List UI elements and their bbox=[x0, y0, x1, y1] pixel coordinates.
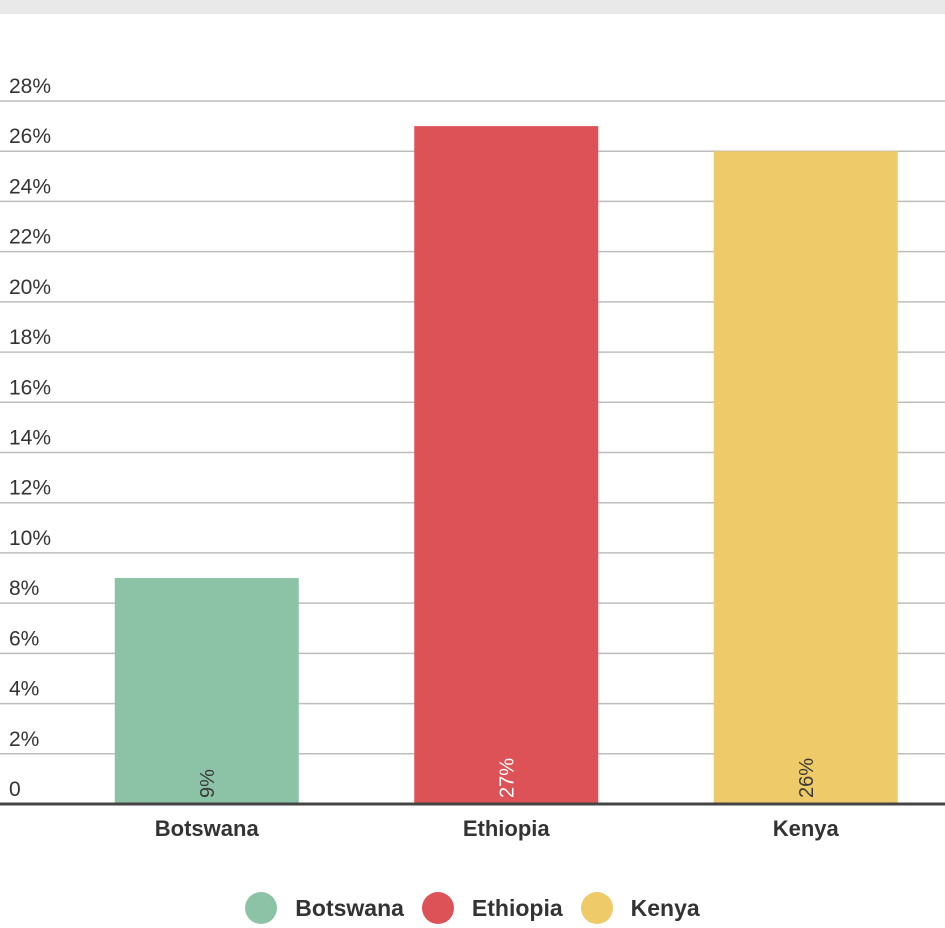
x-tick-label: Ethiopia bbox=[463, 816, 551, 841]
y-tick-label: 20% bbox=[9, 276, 51, 299]
y-tick-label: 8% bbox=[9, 577, 39, 600]
bar-kenya bbox=[713, 151, 898, 804]
bars: 9% 27% 26% bbox=[114, 126, 898, 805]
bar-ethiopia bbox=[414, 126, 599, 805]
legend-label: Ethiopia bbox=[471, 894, 563, 921]
y-tick-label: 4% bbox=[9, 678, 39, 701]
y-tick-label: 6% bbox=[9, 627, 39, 650]
legend-item-botswana: Botswana bbox=[245, 892, 404, 924]
bar-chart: 02%4%6%8%10%12%14%16%18%20%22%24%26%28% … bbox=[0, 75, 945, 841]
legend-swatch bbox=[421, 892, 454, 924]
y-tick-label: 28% bbox=[9, 75, 51, 98]
y-axis: 0 2% 4% 6% 8% 10% 12% 14% 16% 18% 20% 22% 24% 26% 28% bbox=[9, 75, 51, 801]
y-tick-label: 24% bbox=[9, 175, 51, 198]
legend-label: Botswana bbox=[295, 894, 404, 921]
x-axis: Botswana Ethiopia Kenya bbox=[155, 816, 840, 841]
y-tick-label: 2% bbox=[9, 728, 39, 751]
y-tick-label: 26% bbox=[9, 125, 51, 148]
top-band bbox=[0, 0, 945, 14]
y-tick-label: 0 bbox=[9, 778, 21, 801]
y-tick-label: 18% bbox=[9, 326, 51, 349]
legend-item-ethiopia: Ethiopia bbox=[421, 892, 563, 924]
y-tick-label: 16% bbox=[9, 376, 51, 399]
y-tick-label: 14% bbox=[9, 427, 51, 450]
data-label: 27% bbox=[496, 758, 518, 798]
data-label: 26% bbox=[796, 758, 818, 798]
legend-item-kenya: Kenya bbox=[580, 892, 700, 924]
x-tick-label: Kenya bbox=[773, 816, 840, 841]
y-tick-label: 12% bbox=[9, 477, 51, 500]
bar-botswana bbox=[114, 578, 299, 804]
x-tick-label: Botswana bbox=[155, 816, 260, 841]
legend: Botswana Ethiopia Kenya bbox=[0, 888, 945, 928]
legend-swatch bbox=[245, 892, 278, 924]
y-tick-label: 10% bbox=[9, 527, 51, 550]
legend-swatch bbox=[580, 892, 613, 924]
data-label: 9% bbox=[197, 769, 219, 798]
y-tick-label: 22% bbox=[9, 226, 51, 249]
legend-label: Kenya bbox=[630, 894, 700, 921]
